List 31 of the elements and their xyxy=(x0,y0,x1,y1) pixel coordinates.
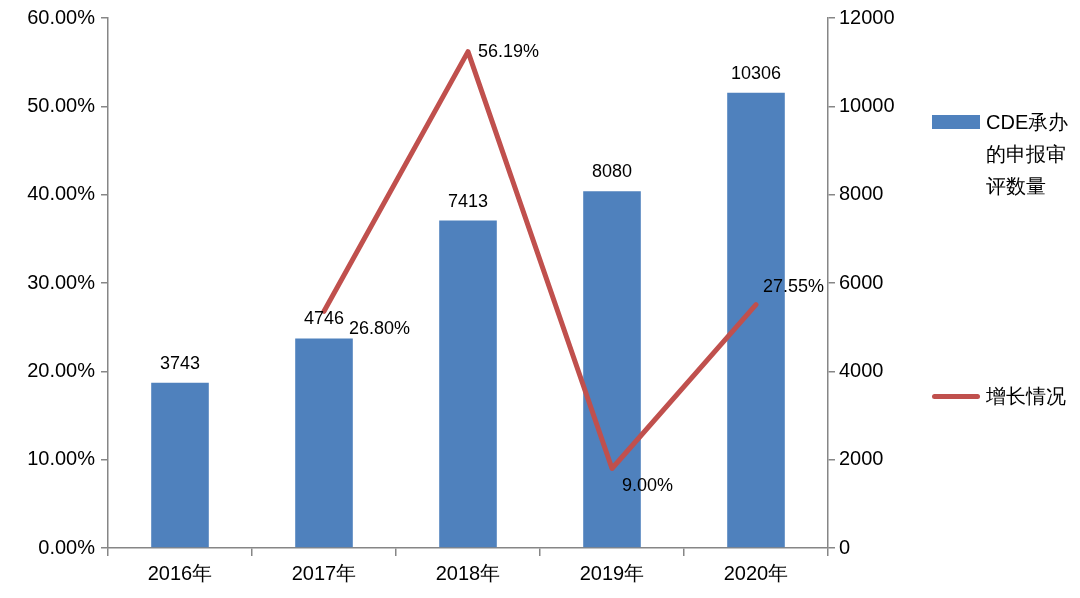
y2-tick-label: 8000 xyxy=(839,182,884,205)
y-tick-label: 0.00% xyxy=(38,535,96,558)
y2-tick-label: 2000 xyxy=(839,447,884,470)
y-tick-label: 50.00% xyxy=(27,93,96,116)
data-label: 56.19% xyxy=(478,40,540,61)
x-tick-label: 2019年 xyxy=(579,561,645,584)
y2-tick-label: 6000 xyxy=(839,270,884,293)
x-tick-label: 2020年 xyxy=(723,561,789,584)
data-label: 7413 xyxy=(447,190,489,211)
y-tick-label: 40.00% xyxy=(27,182,96,205)
y2-tick-label: 4000 xyxy=(839,358,884,381)
data-label: 26.80% xyxy=(349,318,411,339)
bar xyxy=(151,382,209,548)
data-label: 8080 xyxy=(591,161,633,182)
legend-label: CDE承办的申报审评数量 xyxy=(986,110,1070,199)
y-tick-label: 10.00% xyxy=(27,447,96,470)
y-tick-label: 30.00% xyxy=(27,270,96,293)
data-label: 3743 xyxy=(159,352,201,373)
y-tick-label: 60.00% xyxy=(27,5,96,28)
x-tick-label: 2018年 xyxy=(435,561,501,584)
x-tick-label: 2017年 xyxy=(291,561,357,584)
y-tick-label: 20.00% xyxy=(27,358,96,381)
bar xyxy=(295,338,353,548)
data-label: 10306 xyxy=(730,62,782,83)
legend-label: 增长情况 xyxy=(986,384,1067,409)
data-label: 4746 xyxy=(303,308,345,329)
bar xyxy=(439,220,497,548)
y2-tick-label: 12000 xyxy=(839,5,895,28)
y2-tick-label: 10000 xyxy=(839,93,895,116)
x-tick-label: 2016年 xyxy=(147,561,213,584)
y2-tick-label: 0 xyxy=(839,535,851,558)
